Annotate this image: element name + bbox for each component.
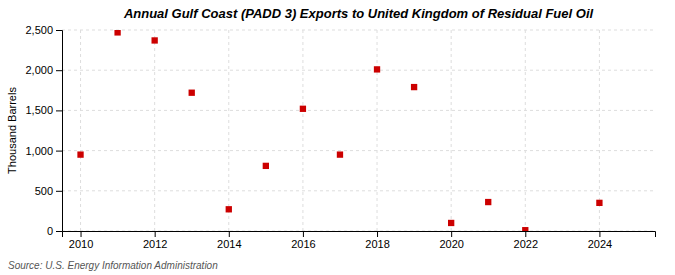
axis-line xyxy=(63,232,656,238)
x-axis: 2010 2012 2014 2016 2018 2020 2022 2024 xyxy=(63,231,656,250)
point xyxy=(337,151,343,157)
tick-label: 2024 xyxy=(588,238,612,250)
tick: 2010 xyxy=(69,231,93,250)
tick: 2,500 xyxy=(25,24,62,36)
tick-label: 2022 xyxy=(514,238,538,250)
tick-mark xyxy=(451,231,452,237)
tick: 2024 xyxy=(588,231,612,250)
grid-line xyxy=(154,30,155,231)
grid-line xyxy=(80,30,81,231)
tick-mark xyxy=(81,231,82,237)
tick-mark xyxy=(303,231,304,237)
point xyxy=(300,106,306,112)
marks xyxy=(77,30,602,231)
tick-label: 2016 xyxy=(291,238,315,250)
tick-label: 0 xyxy=(47,225,53,237)
tick-label: 1,500 xyxy=(25,104,53,116)
tick: 2012 xyxy=(143,231,167,250)
chart: 2010 2012 2014 2016 2018 2020 2022 2024 0 500 1,00… xyxy=(0,0,675,275)
grid-line xyxy=(525,30,526,231)
tick-mark xyxy=(599,231,600,237)
title: Annual Gulf Coast (PADD 3) Exports to Un… xyxy=(123,6,594,21)
tick: 2,000 xyxy=(25,64,62,76)
tick: 2014 xyxy=(217,231,241,250)
source-note: Source: U.S. Energy Information Administ… xyxy=(8,260,218,271)
grid-line xyxy=(62,70,655,71)
tick-mark xyxy=(56,30,62,31)
point xyxy=(411,84,417,90)
tick-label: 2012 xyxy=(143,238,167,250)
axis-line xyxy=(56,31,63,232)
tick-mark xyxy=(525,231,526,237)
tick: 0 xyxy=(47,225,62,237)
grid-line xyxy=(62,30,655,31)
tick: 1,500 xyxy=(25,104,62,116)
grid-line xyxy=(451,30,452,231)
point xyxy=(485,199,491,205)
tick: 2022 xyxy=(514,231,538,250)
grid-line xyxy=(62,190,655,191)
grid-line xyxy=(377,30,378,231)
tick: 1,000 xyxy=(25,145,62,157)
tick-mark xyxy=(56,70,62,71)
y-axis-title: Thousand Barrels xyxy=(6,87,18,174)
tick-mark xyxy=(56,231,62,232)
y-axis: 0 500 1,000 1,500 2,000 2,500 xyxy=(25,24,62,237)
tick-label: 2,500 xyxy=(25,24,53,36)
point xyxy=(596,200,602,206)
point xyxy=(263,163,269,169)
tick-label: 2,000 xyxy=(25,64,53,76)
tick-mark xyxy=(56,151,62,152)
point xyxy=(448,220,454,226)
point xyxy=(114,30,120,36)
tick-mark xyxy=(229,231,230,237)
tick-mark xyxy=(155,231,156,237)
tick-label: 2020 xyxy=(439,238,463,250)
plot-area: 2010 2012 2014 2016 2018 2020 2022 2024 0 500 1,00… xyxy=(25,24,655,250)
tick: 500 xyxy=(35,185,62,197)
tick: 2020 xyxy=(439,231,463,250)
point xyxy=(151,37,157,43)
grid-line xyxy=(62,150,655,151)
point xyxy=(374,66,380,72)
tick-mark xyxy=(377,231,378,237)
tick-label: 500 xyxy=(35,185,53,197)
grid xyxy=(62,30,655,231)
tick-label: 2014 xyxy=(217,238,241,250)
tick-label: 2018 xyxy=(365,238,389,250)
tick-mark xyxy=(56,191,62,192)
grid-line xyxy=(228,30,229,231)
point xyxy=(77,151,83,157)
tick-label: 2010 xyxy=(69,238,93,250)
tick-label: 1,000 xyxy=(25,145,53,157)
point xyxy=(522,227,528,231)
tick: 2018 xyxy=(365,231,389,250)
grid-line xyxy=(62,110,655,111)
tick: 2016 xyxy=(291,231,315,250)
tick-mark xyxy=(56,110,62,111)
point xyxy=(189,90,195,96)
point xyxy=(226,206,232,212)
grid-line xyxy=(302,30,303,231)
